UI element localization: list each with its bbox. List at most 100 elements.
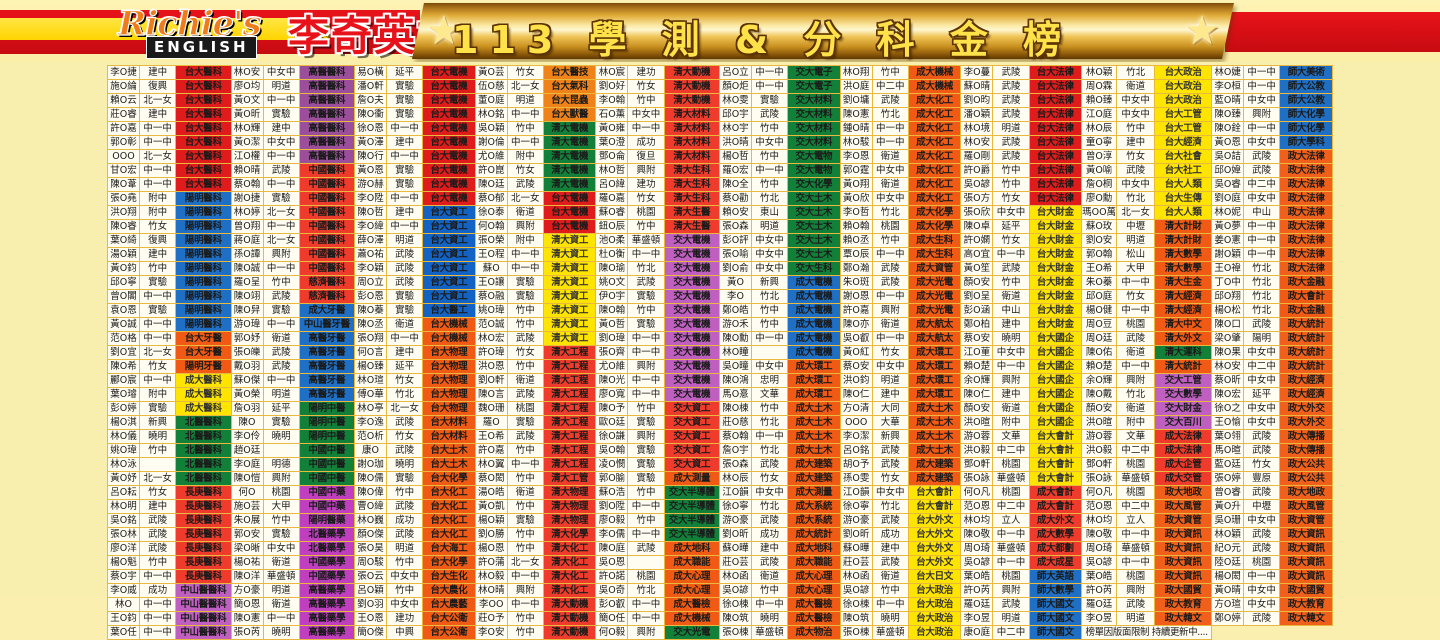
student-school-cell: 竹女 [139,485,177,500]
student-name-cell: 黃O [718,275,752,290]
student-name-cell: 謝O捷 [230,191,264,206]
student-name-cell: 杜O衡 [595,247,629,262]
student-name-cell: 易O橫 [353,65,388,80]
student-name-cell: 陳O言 [474,387,508,402]
student-school-cell: 武陵 [506,429,544,444]
department-badge: 成大機械 [907,65,962,80]
department-badge: 台大醫科 [175,135,232,150]
student-name-cell: 施O芸 [230,499,264,514]
department-badge: 清大中文 [1154,317,1213,332]
student-name-cell: 鄭O皓 [718,303,752,318]
student-name-cell: 黃O夢 [1211,219,1245,234]
student-school-cell: 附中 [139,387,177,402]
student-name-cell: 徐O恩 [353,121,388,136]
department-badge: 台大公衛 [422,625,476,640]
student-name-cell: 劉O安 [1081,233,1118,248]
student-name-cell: 黃O紅 [839,345,873,360]
department-badge: 政大韓文 [1279,611,1333,626]
student-school-cell: 成功 [627,135,665,150]
department-badge: 台大法律 [1028,149,1083,164]
department-badge: 台大財金 [1028,219,1083,234]
student-name-cell: 林O安 [230,65,264,80]
department-badge: 長庚醫科 [175,527,232,542]
student-name-cell: 黃O恩 [1211,135,1245,150]
student-school-cell: 華盛頓 [627,233,665,248]
department-badge: 台大昆蟲 [542,93,597,108]
student-name-cell: 陳O瑜 [595,261,629,276]
student-name-cell: 林O駿 [839,135,873,150]
student-school-cell: 中一中 [1116,555,1156,570]
student-school-cell: 竹中 [750,121,789,136]
student-school-cell: 中一中 [386,149,424,164]
student-school-cell: 竹女 [1116,289,1156,304]
student-school-cell: 桃園 [871,219,909,234]
student-school-cell: 曉明 [386,457,424,472]
student-name-cell: 劉O勝 [474,527,508,542]
department-badge: 台大醫科 [175,107,232,122]
student-name-cell: 林O均 [960,513,994,528]
student-school-cell: 竹北 [1116,387,1156,402]
department-badge: 清大數學 [1154,247,1213,262]
table-row: 林O明 建中 長庚醫科 施O芸 大甲 中國中藥 曹O緯 武陵 台大化工 黃O凱 竹中 清大物理 劉O陞中… [106,499,1333,514]
department-badge: 交大材料 [787,121,841,136]
student-school-cell: 竹中 [139,261,177,276]
student-school-cell: 衛道 [506,373,544,388]
student-school-cell: 興附 [506,219,544,234]
student-school-cell: 中一中 [992,247,1030,262]
student-name-cell: 何O翰 [474,219,508,234]
student-name-cell: 林O均 [1081,513,1118,528]
student-school-cell: 武陵 [1243,527,1281,542]
student-school-cell: 衛道 [871,317,909,332]
student-school-cell: 北一女 [506,79,544,94]
department-badge: 長庚醫科 [175,499,232,514]
student-school-cell: 大華 [871,415,909,430]
student-name-cell: 陳O臻 [1211,107,1245,122]
department-badge: 成大牙醫 [298,303,356,318]
page-header: Richie's ENGLISH 李奇英文 ★ 113 學 測 & 分 科 金 … [0,0,1440,62]
table-row: 邱O寧 實驗 陽明醫科 羅O呈 竹中 慈濟醫科 周O立 武陵 台大資工 王O讓 實驗 清大資工 姚O文武… [106,275,1333,290]
student-name-cell: 吳O睿 [1211,177,1245,192]
department-badge: 政大法律 [1279,163,1333,178]
department-badge: 交大百川 [1154,415,1213,430]
department-badge: 成大電機 [787,303,841,318]
student-name-cell: 姜O憲 [1211,233,1245,248]
department-badge: 交大材料 [787,107,841,122]
student-name-cell: 李OO [474,597,508,612]
student-name-cell: 洪O毅 [960,443,994,458]
department-badge: 台大公衛 [422,611,476,626]
student-name-cell: 曾O淳 [1081,149,1118,164]
student-name-cell: 吳O翰 [595,443,629,458]
student-school-cell: 竹女 [992,191,1030,206]
department-badge: 成大測量 [663,471,720,486]
department-badge: 成大光電 [907,289,962,304]
student-school-cell: 建中 [1116,135,1156,150]
department-badge: 陽明中醫 [298,415,356,430]
student-school-cell: 中女中 [1243,415,1281,430]
department-badge: 政大資訊 [1154,541,1213,556]
student-school-cell: 興附 [627,429,665,444]
student-name-cell: 吳O叡 [839,331,873,346]
student-school-cell: 武陵 [1243,163,1281,178]
student-name-cell: 范O恩 [960,499,994,514]
student-school-cell: 武陵 [386,415,424,430]
department-badge: 台大醫科 [175,79,232,94]
department-badge: 交大土木 [787,233,841,248]
student-name-cell: 周O霖 [1081,79,1118,94]
department-badge: 清大材料 [663,135,720,150]
student-school-cell: 北一女 [139,471,177,486]
student-school-cell: 中一中 [1116,527,1156,542]
student-school-cell: 中女中 [750,233,789,248]
student-name-cell: 莊O芸 [839,555,873,570]
department-badge: 成大統計 [787,527,841,542]
department-badge: 成大建築 [907,457,962,472]
student-school-cell: 中一中 [262,219,300,234]
department-badge: 成大生科 [907,247,962,262]
department-badge: 北醫醫科 [175,443,232,458]
student-name-cell: 陳O口 [1211,317,1245,332]
department-badge: 清大電機 [542,149,597,164]
department-badge: 台大物理 [422,387,476,402]
student-name-cell: 李O安 [474,625,508,640]
student-name-cell: 郭O安 [230,527,264,542]
student-name-cell: 陸O廷 [1211,555,1245,570]
student-school-cell: 中女中 [1243,93,1281,108]
